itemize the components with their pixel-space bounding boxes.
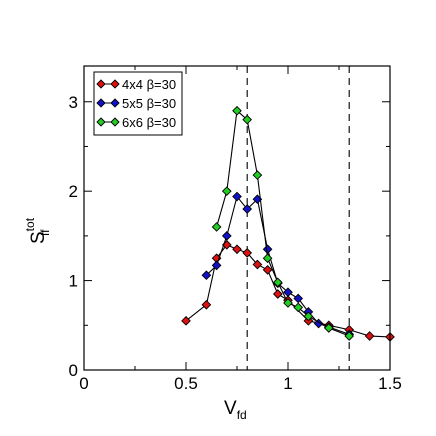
data-point [262, 253, 273, 264]
data-point [201, 299, 212, 310]
data-point [252, 170, 263, 180]
x-tick-label: 0.5 [174, 374, 198, 393]
legend-marker [110, 98, 120, 108]
axes-layer: 0 0.5 1 1.5 0 1 2 3 [69, 65, 402, 393]
series-3 [211, 105, 355, 341]
data-point [283, 298, 293, 308]
data-point [344, 331, 355, 341]
data-point [221, 186, 232, 197]
legend-label: 5x5 β=30 [122, 96, 176, 111]
data-point [211, 222, 222, 232]
data-point [283, 287, 293, 298]
legend-entry: 5x5 β=30 [96, 96, 176, 111]
data-point [201, 270, 212, 281]
data-point [232, 105, 242, 116]
data-point [262, 244, 273, 255]
data-layer [181, 105, 395, 342]
legend-label: 6x6 β=30 [122, 115, 176, 130]
data-point [293, 302, 304, 313]
data-point [232, 244, 242, 255]
x-tick-label: 1 [283, 374, 292, 393]
data-point [221, 231, 232, 241]
y-tick-label: 0 [69, 361, 78, 380]
data-point [252, 259, 263, 270]
series-line [216, 109, 350, 337]
data-point [262, 265, 273, 275]
x-tick-label: 0 [79, 374, 88, 393]
legend-marker [96, 98, 106, 108]
data-point [364, 331, 375, 341]
x-axis-label: Vfd [224, 398, 247, 422]
legend: 4x4 β=30 5x5 β=30 6x6 β=30 [93, 71, 183, 136]
data-point [181, 315, 191, 326]
y-tick-label: 2 [69, 182, 78, 201]
data-point [211, 260, 222, 271]
y-tick-label: 3 [69, 93, 78, 112]
legend-marker [110, 79, 120, 89]
data-point [272, 289, 283, 299]
legend-label: 4x4 β=30 [122, 77, 176, 92]
data-point [242, 114, 253, 125]
series-2 [201, 191, 355, 340]
data-point [272, 277, 283, 288]
x-tick-label: 1.5 [378, 374, 402, 393]
legend-entry: 6x6 β=30 [96, 115, 176, 130]
data-point [303, 311, 314, 322]
legend-marker [110, 117, 120, 127]
data-point [242, 248, 253, 258]
y-axis-label: Stotff [23, 217, 52, 244]
legend-marker [96, 117, 106, 127]
data-point [242, 204, 253, 214]
series-line [206, 195, 350, 335]
y-tick-label: 1 [69, 272, 78, 291]
legend-marker [96, 79, 106, 89]
data-point [232, 191, 242, 202]
svg-text:Stotff: Stotff [23, 217, 52, 244]
legend-entry: 4x4 β=30 [96, 77, 176, 92]
data-point [293, 293, 304, 304]
data-point [323, 323, 334, 333]
